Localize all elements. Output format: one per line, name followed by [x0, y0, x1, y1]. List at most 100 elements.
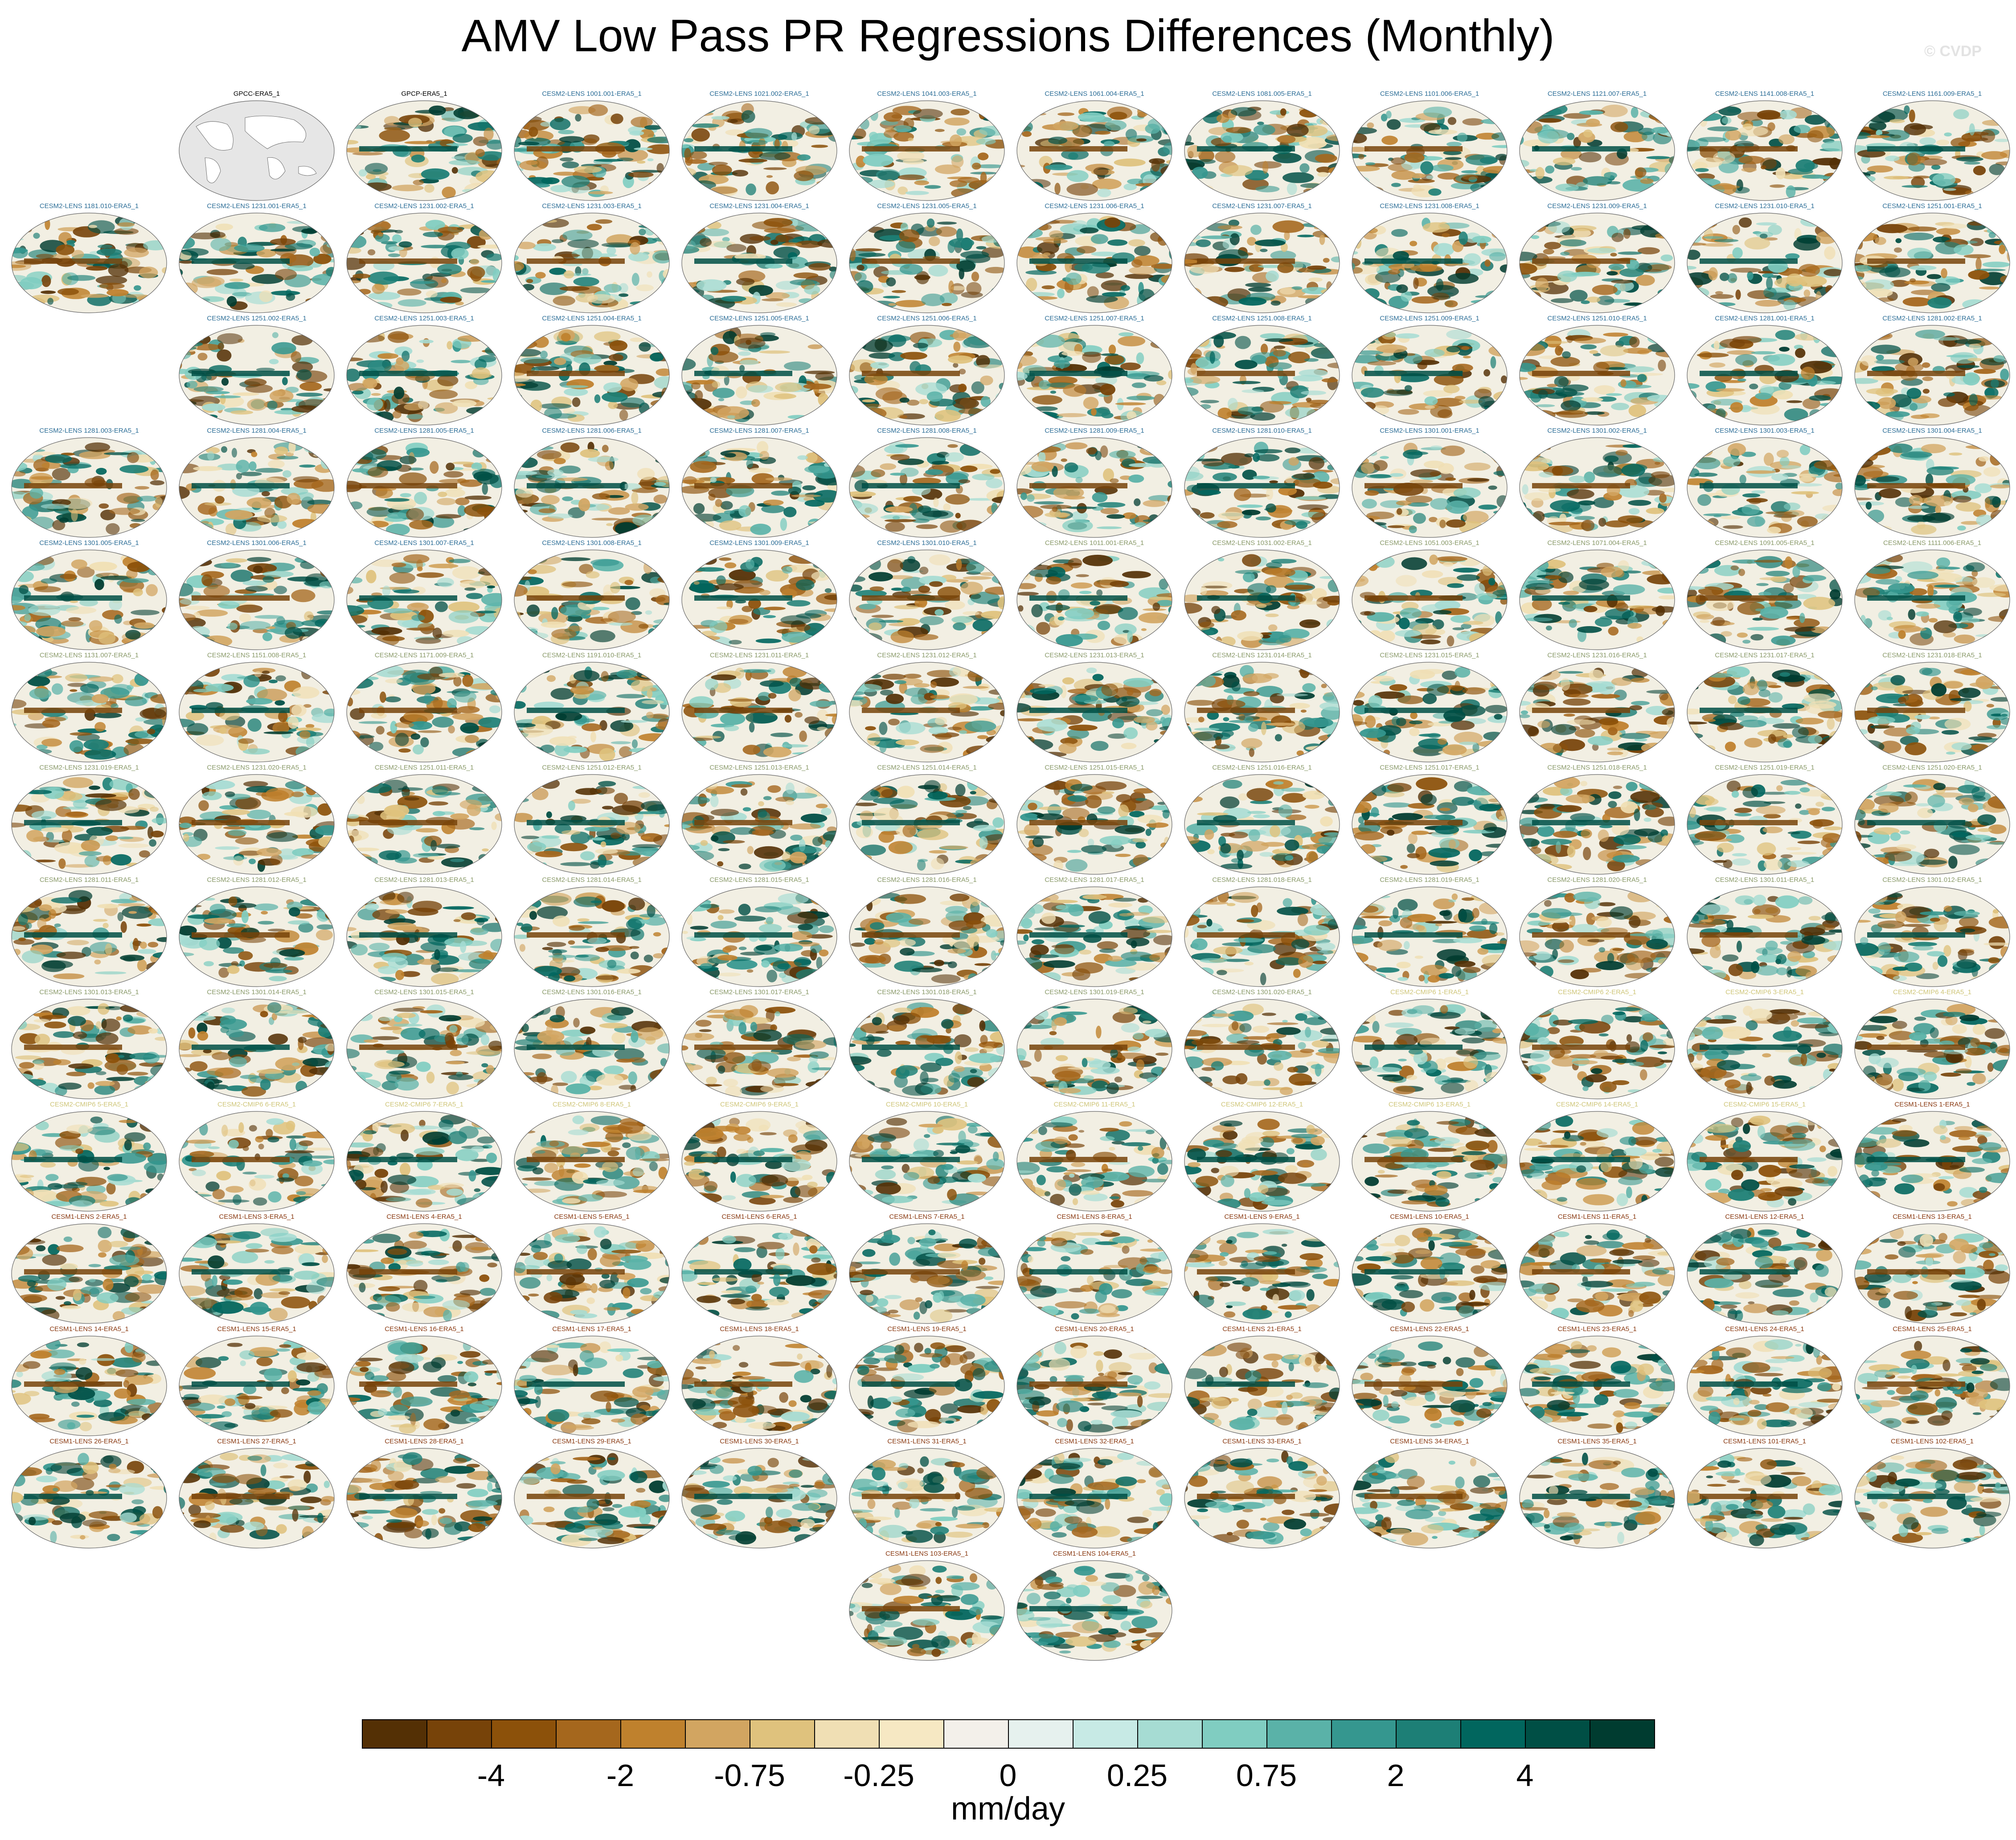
regression-map	[681, 100, 837, 201]
map-panel: CESM1-LENS 12-ERA5_1	[1681, 1213, 1848, 1325]
colorbar-swatch	[943, 1719, 1009, 1749]
map-panel: CESM2-LENS 1101.006-ERA5_1	[1346, 90, 1513, 202]
panel-label: CESM2-LENS 1301.003-ERA5_1	[1715, 427, 1815, 434]
panel-label: CESM2-LENS 1251.017-ERA5_1	[1380, 764, 1479, 771]
map-panel: CESM2-LENS 1301.008-ERA5_1	[508, 539, 676, 652]
map-panel: CESM2-CMIP6 1-ERA5_1	[1346, 988, 1513, 1101]
regression-map	[514, 1223, 670, 1324]
panel-label: CESM2-LENS 1231.010-ERA5_1	[1715, 202, 1815, 210]
map-panel: CESM1-LENS 11-ERA5_1	[1513, 1213, 1681, 1325]
regression-map	[346, 549, 502, 650]
map-panel: CESM1-LENS 1-ERA5_1	[1848, 1101, 2016, 1213]
regression-map	[11, 213, 167, 313]
map-panel: CESM2-CMIP6 12-ERA5_1	[1178, 1101, 1346, 1213]
panel-label: CESM2-LENS 1301.015-ERA5_1	[374, 988, 474, 996]
regression-map	[1352, 1223, 1508, 1324]
map-panel: CESM1-LENS 29-ERA5_1	[508, 1438, 676, 1550]
regression-map	[1184, 1336, 1340, 1436]
colorbar-swatch	[1202, 1719, 1267, 1749]
map-panel: CESM2-LENS 1251.015-ERA5_1	[1011, 764, 1178, 876]
panel-label: CESM1-LENS 104-ERA5_1	[1053, 1550, 1136, 1557]
regression-map	[1352, 1336, 1508, 1436]
panel-label: CESM2-LENS 1231.015-ERA5_1	[1380, 652, 1479, 659]
regression-map	[1519, 325, 1675, 426]
panel-label: CESM1-LENS 16-ERA5_1	[385, 1325, 464, 1333]
panel-label: CESM2-LENS 1251.005-ERA5_1	[709, 315, 809, 322]
map-panel: CESM2-LENS 1151.008-ERA5_1	[173, 652, 340, 764]
panel-label: CESM2-CMIP6 11-ERA5_1	[1053, 1101, 1135, 1108]
panel-label: CESM2-LENS 1171.009-ERA5_1	[374, 652, 474, 659]
regression-map	[1519, 1223, 1675, 1324]
regression-map	[681, 437, 837, 538]
colorbar-swatch	[491, 1719, 557, 1749]
panel-label: CESM1-LENS 12-ERA5_1	[1725, 1213, 1804, 1221]
map-panel: CESM2-LENS 1301.006-ERA5_1	[173, 539, 340, 652]
regression-map	[1184, 213, 1340, 313]
map-panel: CESM2-LENS 1301.002-ERA5_1	[1513, 427, 1681, 539]
panel-label: CESM1-LENS 32-ERA5_1	[1055, 1438, 1134, 1445]
map-panel: CESM2-LENS 1231.002-ERA5_1	[340, 202, 508, 315]
regression-map	[179, 549, 335, 650]
panel-label: CESM2-LENS 1281.001-ERA5_1	[1715, 315, 1815, 322]
map-panel: CESM2-LENS 1281.006-ERA5_1	[508, 427, 676, 539]
regression-map	[1854, 662, 2010, 762]
colorbar-swatch	[1525, 1719, 1590, 1749]
panel-label: CESM2-LENS 1301.018-ERA5_1	[877, 988, 977, 996]
map-panel: CESM2-LENS 1051.003-ERA5_1	[1346, 539, 1513, 652]
panel-label: CESM2-LENS 1231.006-ERA5_1	[1045, 202, 1144, 210]
regression-map	[1352, 662, 1508, 762]
panel-label: CESM2-LENS 1231.008-ERA5_1	[1380, 202, 1479, 210]
regression-map	[1687, 325, 1843, 426]
map-panel: CESM2-CMIP6 11-ERA5_1	[1011, 1101, 1178, 1213]
panel-label: CESM2-LENS 1191.010-ERA5_1	[542, 652, 642, 659]
map-panel: CESM2-LENS 1301.009-ERA5_1	[676, 539, 843, 652]
map-panel: CESM2-LENS 1251.008-ERA5_1	[1178, 315, 1346, 427]
map-panel: CESM2-LENS 1231.001-ERA5_1	[173, 202, 340, 315]
regression-map	[1687, 100, 1843, 201]
regression-map	[849, 774, 1005, 875]
panel-label: CESM1-LENS 5-ERA5_1	[554, 1213, 630, 1221]
map-panel: CESM2-LENS 1191.010-ERA5_1	[508, 652, 676, 764]
map-panel: CESM2-LENS 1301.014-ERA5_1	[173, 988, 340, 1101]
map-panel: CESM2-LENS 1281.012-ERA5_1	[173, 876, 340, 988]
regression-map	[1184, 886, 1340, 987]
colorbar-swatch	[685, 1719, 750, 1749]
panel-label: CESM2-LENS 1281.007-ERA5_1	[709, 427, 809, 434]
panel-label: CESM2-LENS 1281.004-ERA5_1	[207, 427, 307, 434]
regression-map	[1519, 662, 1675, 762]
regression-map	[681, 549, 837, 650]
map-panel: CESM2-LENS 1281.005-ERA5_1	[340, 427, 508, 539]
panel-label: CESM2-LENS 1301.008-ERA5_1	[542, 539, 642, 547]
panel-label: CESM2-LENS 1281.014-ERA5_1	[542, 876, 642, 884]
regression-map	[1519, 549, 1675, 650]
map-panel: CESM2-LENS 1301.005-ERA5_1	[5, 539, 173, 652]
map-panel: CESM2-LENS 1231.014-ERA5_1	[1178, 652, 1346, 764]
map-panel: CESM2-LENS 1231.006-ERA5_1	[1011, 202, 1178, 315]
panel-label: CESM2-LENS 1231.005-ERA5_1	[877, 202, 977, 210]
map-panel: CESM2-LENS 1281.003-ERA5_1	[5, 427, 173, 539]
regression-map	[1352, 999, 1508, 1099]
colorbar-swatch	[1460, 1719, 1526, 1749]
colorbar-tick-label: -0.25	[843, 1758, 914, 1793]
map-panel: CESM2-LENS 1301.004-ERA5_1	[1848, 427, 2016, 539]
map-panel: CESM2-LENS 1301.007-ERA5_1	[340, 539, 508, 652]
panel-label: CESM1-LENS 29-ERA5_1	[552, 1438, 631, 1445]
regression-map	[1687, 774, 1843, 875]
map-panel: CESM1-LENS 33-ERA5_1	[1178, 1438, 1346, 1550]
chart-title: AMV Low Pass PR Regressions Differences …	[461, 10, 1555, 61]
map-panel: CESM1-LENS 26-ERA5_1	[5, 1438, 173, 1550]
panel-label: CESM2-LENS 1281.020-ERA5_1	[1547, 876, 1647, 884]
regression-map	[1184, 437, 1340, 538]
panel-label: CESM2-LENS 1251.006-ERA5_1	[877, 315, 977, 322]
panel-label: CESM2-CMIP6 5-ERA5_1	[50, 1101, 128, 1108]
map-panel: CESM1-LENS 24-ERA5_1	[1681, 1325, 1848, 1438]
panel-label: CESM2-LENS 1071.004-ERA5_1	[1547, 539, 1647, 547]
map-panel: CESM1-LENS 28-ERA5_1	[340, 1438, 508, 1550]
regression-map	[1519, 1448, 1675, 1549]
colorbar-tick-label: -0.75	[714, 1758, 785, 1793]
panel-label: CESM2-LENS 1231.004-ERA5_1	[709, 202, 809, 210]
map-panel: CESM2-LENS 1251.007-ERA5_1	[1011, 315, 1178, 427]
panel-label: CESM2-LENS 1231.007-ERA5_1	[1212, 202, 1312, 210]
panel-label: CESM1-LENS 18-ERA5_1	[720, 1325, 799, 1333]
map-panel: CESM2-LENS 1251.004-ERA5_1	[508, 315, 676, 427]
